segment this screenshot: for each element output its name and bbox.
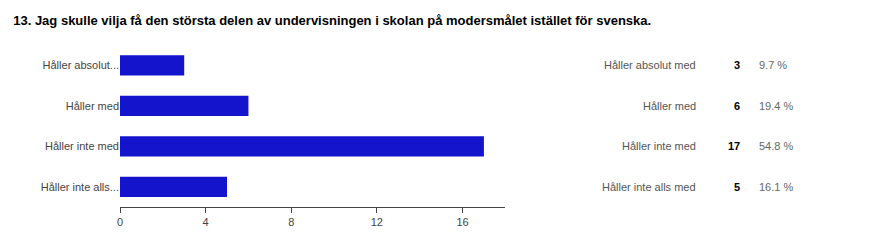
svg-text:Håller inte med: Håller inte med bbox=[622, 140, 696, 152]
svg-text:13. Jag skulle vilja få den st: 13. Jag skulle vilja få den största dele… bbox=[13, 13, 651, 28]
svg-text:5: 5 bbox=[734, 181, 740, 193]
svg-text:3: 3 bbox=[734, 59, 740, 71]
svg-text:16: 16 bbox=[456, 216, 468, 228]
svg-text:Håller absolut...: Håller absolut... bbox=[43, 59, 119, 71]
svg-text:Håller absolut med: Håller absolut med bbox=[604, 59, 696, 71]
svg-text:4: 4 bbox=[203, 216, 209, 228]
svg-text:Håller med: Håller med bbox=[66, 100, 119, 112]
svg-text:9.7 %: 9.7 % bbox=[759, 59, 787, 71]
svg-text:Håller med: Håller med bbox=[643, 100, 696, 112]
svg-text:12: 12 bbox=[371, 216, 383, 228]
svg-text:8: 8 bbox=[288, 216, 294, 228]
svg-text:0: 0 bbox=[117, 216, 123, 228]
svg-text:16.1 %: 16.1 % bbox=[759, 181, 793, 193]
svg-text:19.4 %: 19.4 % bbox=[759, 100, 793, 112]
svg-text:Håller inte alls med: Håller inte alls med bbox=[602, 181, 696, 193]
svg-text:Håller inte alls...: Håller inte alls... bbox=[41, 181, 119, 193]
svg-text:54.8 %: 54.8 % bbox=[759, 140, 793, 152]
svg-text:6: 6 bbox=[734, 100, 740, 112]
svg-text:Håller inte med: Håller inte med bbox=[45, 140, 119, 152]
svg-text:17: 17 bbox=[728, 140, 740, 152]
